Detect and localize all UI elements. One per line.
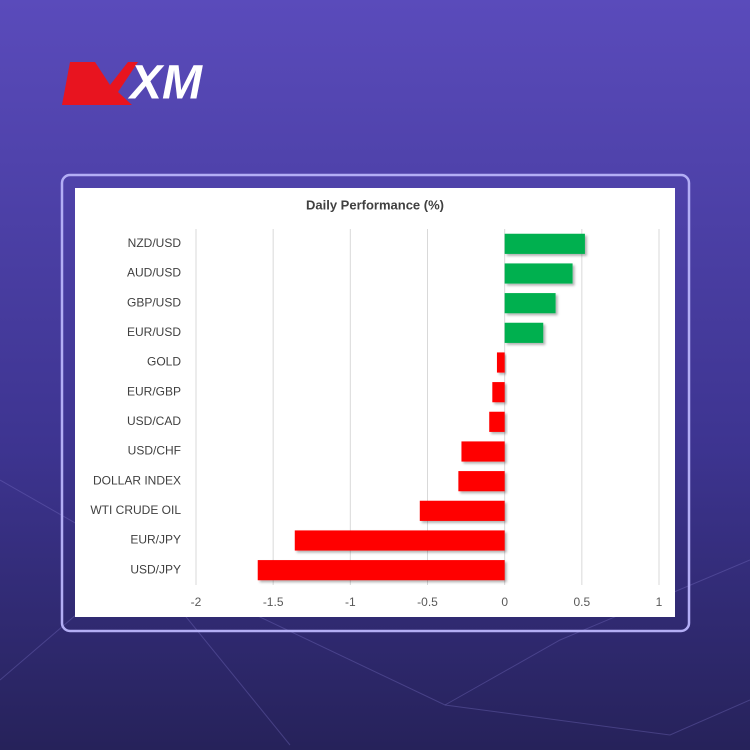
y-tick-label: USD/JPY <box>130 562 181 576</box>
y-tick-label: EUR/GBP <box>127 384 181 398</box>
x-tick-label: -1 <box>345 595 356 609</box>
bar <box>419 500 505 521</box>
y-tick-label: EUR/USD <box>127 325 181 339</box>
x-tick-label: 1 <box>656 595 663 609</box>
x-tick-label: 0.5 <box>573 595 590 609</box>
y-tick-label: GOLD <box>147 355 181 369</box>
chart-title: Daily Performance (%) <box>306 197 444 212</box>
x-tick-label: 0 <box>501 595 508 609</box>
bar <box>496 352 505 373</box>
bar <box>504 233 585 254</box>
bar <box>489 411 505 432</box>
y-tick-label: WTI CRUDE OIL <box>90 503 181 517</box>
bar <box>504 322 544 343</box>
bar <box>458 471 505 492</box>
y-tick-label: EUR/JPY <box>130 533 181 547</box>
y-tick-label: NZD/USD <box>128 236 182 250</box>
y-tick-label: GBP/USD <box>127 295 181 309</box>
bar <box>492 382 505 403</box>
y-tick-label: DOLLAR INDEX <box>93 473 181 487</box>
bar <box>504 263 573 284</box>
chart-frame <box>60 173 691 633</box>
y-tick-label: AUD/USD <box>127 266 181 280</box>
bar <box>461 441 505 462</box>
bar <box>294 530 505 551</box>
x-tick-label: -1.5 <box>263 595 284 609</box>
logo-mark <box>62 62 138 105</box>
y-tick-label: USD/CAD <box>127 414 181 428</box>
x-tick-label: -2 <box>191 595 202 609</box>
bar <box>257 560 505 581</box>
bar <box>504 293 556 314</box>
plot: -2 -1.5 -1 -0.5 0 0.5 1 NZD/USD AUD/USD GBP/USD EU… <box>90 229 663 609</box>
logo-text: XM <box>127 57 203 110</box>
chart-area <box>75 188 675 617</box>
x-tick-label: -0.5 <box>417 595 438 609</box>
y-tick-label: USD/CHF <box>128 444 181 458</box>
